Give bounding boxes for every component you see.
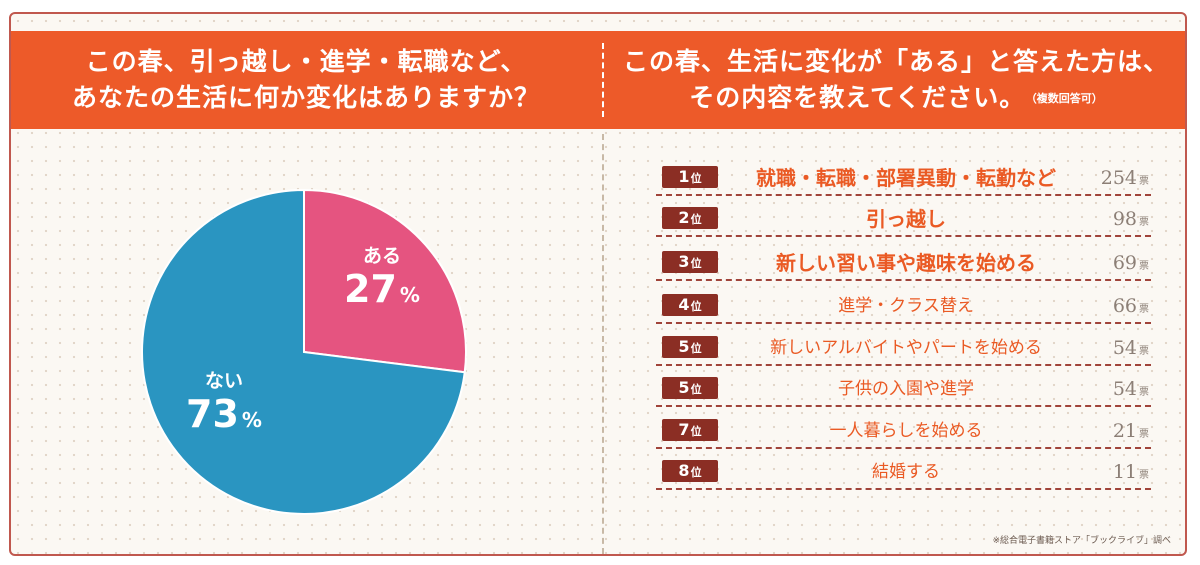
vote-unit: 票 <box>1139 176 1149 187</box>
vote-unit: 票 <box>1139 304 1149 315</box>
rank-suffix: 位 <box>690 383 702 396</box>
pie-slice-percent-no: 73% <box>186 392 262 436</box>
rank-badge: 7位 <box>662 419 718 441</box>
ranking-row: 2位 引っ越し 98 票 <box>656 205 1151 237</box>
header-band: この春、引っ越し・進学・転職など、 あなたの生活に何か変化はありますか？ この春… <box>11 31 1185 129</box>
rank-badge: 4位 <box>662 294 718 316</box>
rank-label: 引っ越し <box>866 207 946 231</box>
rank-value: 69 票 <box>1113 249 1149 277</box>
rank-suffix: 位 <box>690 342 702 355</box>
rank-value: 254 票 <box>1101 164 1149 192</box>
rank-badge: 1位 <box>662 166 718 188</box>
rank-label: 子供の入園や進学 <box>838 379 974 399</box>
vote-count: 66 <box>1112 295 1137 317</box>
rank-number: 5 <box>678 337 690 356</box>
pie-slice-label-no: ない <box>205 370 243 392</box>
pie-slice-label-yes: ある <box>363 245 401 267</box>
rank-number: 2 <box>678 208 690 227</box>
left-question: この春、引っ越し・進学・転職など、 あなたの生活に何か変化はありますか？ <box>11 31 601 129</box>
rank-suffix: 位 <box>690 257 702 270</box>
ranking-row: 1位 就職・転職・部署異動・転勤など 254 票 <box>656 164 1151 196</box>
vote-count: 21 <box>1112 420 1137 442</box>
rank-badge: 2位 <box>662 207 718 229</box>
rank-number: 8 <box>678 461 690 480</box>
vote-count: 54 <box>1112 378 1137 400</box>
ranking-row: 5位 新しいアルバイトやパートを始める 54 票 <box>656 334 1151 366</box>
left-question-line2: あなたの生活に何か変化はありますか？ <box>71 83 540 112</box>
rank-value: 66 票 <box>1113 292 1149 320</box>
multiple-answer-note: （複数回答可） <box>1031 91 1103 105</box>
rank-suffix: 位 <box>690 425 702 438</box>
vote-count: 69 <box>1112 252 1137 274</box>
rank-suffix: 位 <box>690 213 702 226</box>
right-question-line2: その内容を教えてください。 （複数回答可） <box>689 80 1103 117</box>
pie-slice-percent-yes: 27% <box>344 267 420 311</box>
pie-slice-no <box>141 188 466 515</box>
rank-badge: 8位 <box>662 460 718 482</box>
rank-number: 4 <box>678 295 690 314</box>
vote-unit: 票 <box>1139 217 1149 228</box>
right-question-line2-text: その内容を教えてください。 <box>689 82 1026 112</box>
rank-badge: 5位 <box>662 336 718 358</box>
rank-value: 21 票 <box>1113 417 1149 445</box>
right-question: この春、生活に変化が「ある」と答えた方は、 その内容を教えてください。 （複数回答… <box>603 31 1185 129</box>
rank-number: 7 <box>678 420 690 439</box>
rank-suffix: 位 <box>690 172 702 185</box>
rank-badge: 3位 <box>662 251 718 273</box>
ranking-row: 7位 一人暮らしを始める 21 票 <box>656 417 1151 449</box>
rank-suffix: 位 <box>690 300 702 313</box>
ranking-row: 4位 進学・クラス替え 66 票 <box>656 292 1151 324</box>
rank-label: 進学・クラス替え <box>838 296 974 316</box>
pie-slice-yes <box>303 188 467 374</box>
rank-value: 54 票 <box>1113 334 1149 362</box>
vote-unit: 票 <box>1139 261 1149 272</box>
vote-count: 254 <box>1100 167 1137 189</box>
rank-value: 54 票 <box>1113 375 1149 403</box>
rank-label: 結婚する <box>872 462 940 482</box>
ranking-row: 5位 子供の入園や進学 54 票 <box>656 375 1151 407</box>
right-question-line1: この春、生活に変化が「ある」と答えた方は、 <box>622 46 1169 76</box>
rank-value: 98 票 <box>1113 205 1149 233</box>
rank-value: 11 票 <box>1113 458 1149 486</box>
vote-unit: 票 <box>1139 346 1149 357</box>
vote-count: 54 <box>1112 337 1137 359</box>
ranking-row: 3位 新しい習い事や趣味を始める 69 票 <box>656 249 1151 281</box>
rank-number: 5 <box>678 378 690 397</box>
vote-count: 11 <box>1112 461 1137 483</box>
body-divider <box>602 134 604 554</box>
infographic-frame: この春、引っ越し・進学・転職など、 あなたの生活に何か変化はありますか？ この春… <box>9 12 1187 556</box>
vote-unit: 票 <box>1139 387 1149 398</box>
left-question-line1: この春、引っ越し・進学・転職など、 <box>85 47 527 76</box>
rank-suffix: 位 <box>690 466 702 479</box>
rank-label: 新しい習い事や趣味を始める <box>776 251 1036 275</box>
header-divider <box>602 43 604 117</box>
vote-unit: 票 <box>1139 470 1149 481</box>
vote-unit: 票 <box>1139 429 1149 440</box>
rank-label: 就職・転職・部署異動・転勤など <box>756 166 1056 190</box>
ranking-row: 8位 結婚する 11 票 <box>656 458 1151 490</box>
rank-label: 新しいアルバイトやパートを始める <box>770 338 1042 358</box>
rank-badge: 5位 <box>662 377 718 399</box>
vote-count: 98 <box>1112 208 1137 230</box>
rank-label: 一人暮らしを始める <box>829 421 983 441</box>
rank-number: 3 <box>678 252 690 271</box>
rank-number: 1 <box>678 167 690 186</box>
source-note: ※総合電子書籍ストア「ブックライブ」調べ <box>992 536 1171 546</box>
